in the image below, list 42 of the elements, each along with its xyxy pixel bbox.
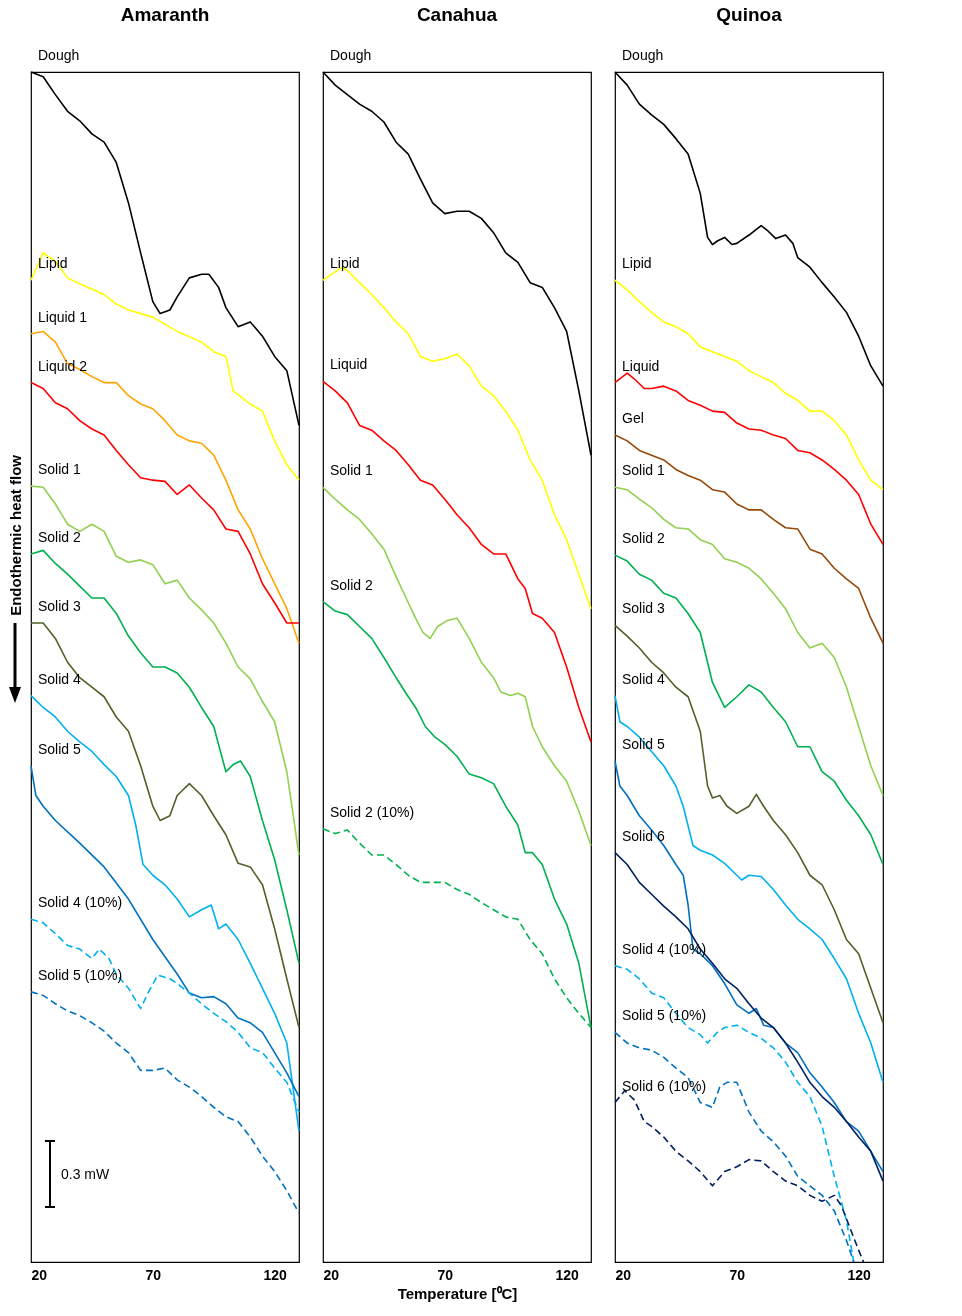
series-label: Solid 1 (330, 462, 374, 479)
x-tick-label: 70 (145, 1266, 162, 1283)
series-label: Lipid (622, 255, 652, 272)
x-tick-label: 70 (437, 1266, 454, 1283)
series-label: Solid 2 (38, 528, 82, 545)
series-label: Solid 4 (38, 670, 82, 687)
x-axis-title: Temperature [⁰C] (397, 1284, 518, 1302)
series-label: Solid 1 (622, 462, 666, 479)
series-label: Solid 1 (38, 461, 82, 478)
annotation: 0.3 mW (61, 1166, 110, 1182)
series-label: Solid 4 (622, 670, 666, 687)
series-label: Dough (330, 47, 372, 63)
x-tick-label: 20 (323, 1266, 340, 1283)
series-label: Gel (622, 409, 644, 426)
x-tick-label: 20 (31, 1266, 48, 1283)
series-label: Dough (622, 47, 664, 63)
series-label: Solid 5 (10%) (622, 1007, 707, 1024)
series-label: Solid 3 (622, 600, 666, 617)
series-label: Solid 4 (10%) (38, 894, 123, 911)
x-tick-label: 120 (263, 1266, 288, 1283)
series-label: Solid 5 (38, 740, 82, 757)
chart-title: Amaranth (120, 4, 210, 25)
series-label: Solid 6 (622, 827, 666, 844)
series-label: Liquid (622, 357, 660, 374)
series-label: Solid 2 (622, 530, 666, 547)
x-tick-label: 20 (615, 1266, 632, 1283)
series-label: Solid 2 (10%) (330, 803, 415, 820)
x-tick-label: 120 (847, 1266, 872, 1283)
chart-title: Canahua (416, 4, 498, 25)
series-label: Dough (38, 47, 80, 63)
series-label: Solid 2 (330, 576, 374, 593)
series-label: Solid 3 (38, 597, 82, 614)
series-label: Liquid (330, 356, 368, 373)
series-label: Solid 6 (10%) (622, 1077, 707, 1094)
x-tick-label: 120 (555, 1266, 580, 1283)
y-axis-title: Endothermic heat flow (6, 454, 24, 616)
series-label: Lipid (330, 255, 360, 272)
series-label: Solid 5 (10%) (38, 966, 123, 983)
chart-title: Quinoa (716, 4, 783, 25)
series-label: Liquid 2 (38, 357, 88, 374)
series-label: Liquid 1 (38, 308, 88, 325)
x-tick-label: 70 (729, 1266, 746, 1283)
